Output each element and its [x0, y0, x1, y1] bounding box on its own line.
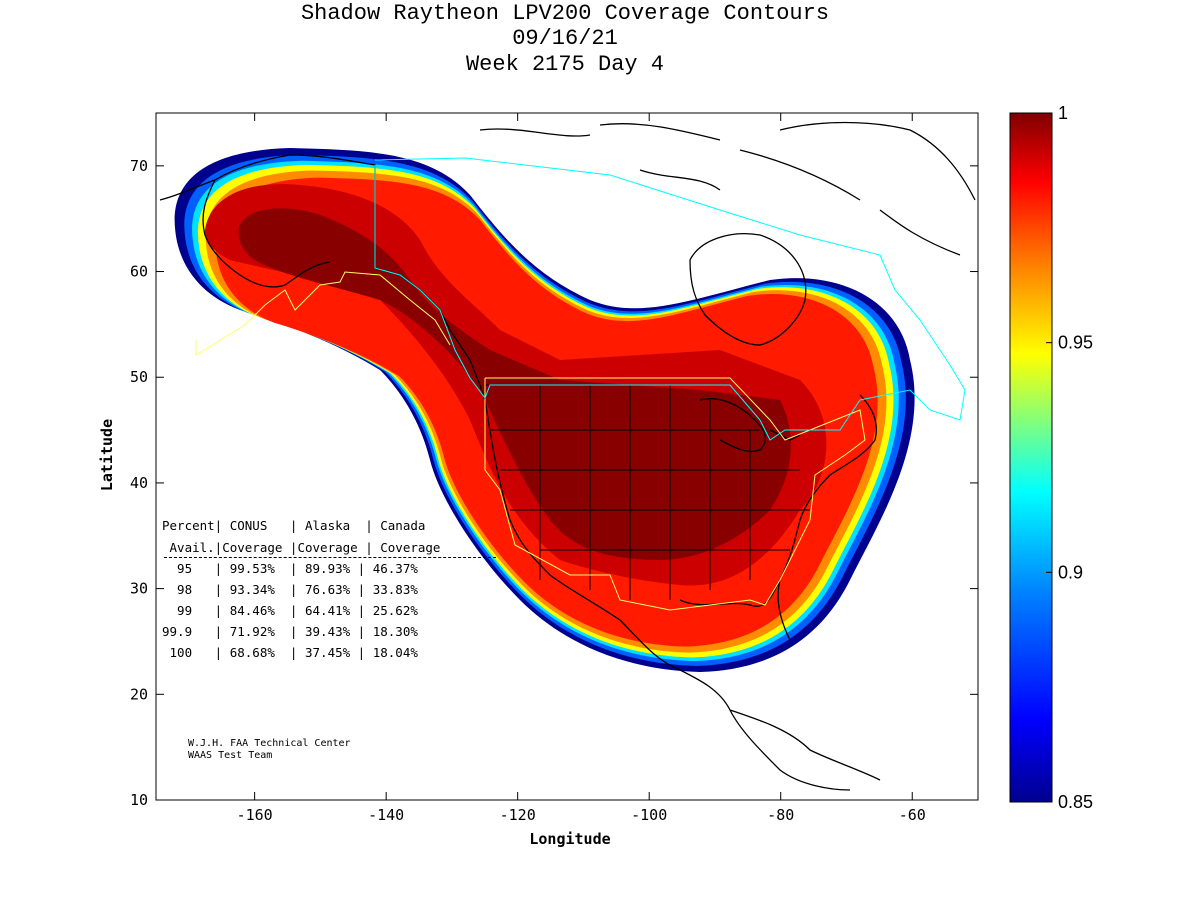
chart-date: 09/16/21 [512, 26, 618, 51]
table-header-1: Percent| CONUS | Alaska | Canada [162, 518, 426, 533]
table-row: 100 | 68.68% | 37.45% | 18.04% [162, 645, 418, 660]
x-tick-label: -100 [631, 806, 667, 824]
central-america [729, 709, 881, 781]
coverage-contours [174, 148, 915, 672]
table-row: 99.9 | 71.92% | 39.43% | 18.30% [162, 624, 418, 639]
y-tick-label: 10 [130, 791, 148, 809]
coverage-band-100 [238, 208, 791, 560]
y-axis: 70 60 50 40 30 20 10 [130, 157, 978, 809]
table-header-2: Avail.|Coverage |Coverage | Coverage [162, 540, 441, 555]
west-coast [484, 399, 851, 791]
great-lakes [699, 398, 801, 452]
coastlines [159, 121, 976, 791]
plot-frame [155, 112, 979, 801]
table-row: 99 | 84.46% | 64.41% | 25.62% [162, 603, 418, 618]
y-tick-label: 20 [130, 685, 148, 703]
table-row: 98 | 93.34% | 76.63% | 33.83% [162, 582, 418, 597]
colorbar-tick-label: 1 [1058, 103, 1068, 123]
greenland-coast [779, 121, 976, 201]
y-tick-label: 70 [130, 157, 148, 175]
colorbar [1009, 112, 1053, 803]
x-tick-label: -80 [767, 806, 794, 824]
x-axis-label: Longitude [529, 830, 610, 848]
y-axis-label: Latitude [98, 419, 116, 491]
colorbar-tick-label: 0.95 [1058, 333, 1093, 353]
colorbar-tick-label: 0.85 [1058, 792, 1093, 812]
colorbar-ticks: 1 0.95 0.9 0.85 [1046, 103, 1093, 812]
table-divider [164, 557, 496, 558]
credit-line-2: WAAS Test Team [188, 750, 273, 761]
x-tick-label: -160 [237, 806, 273, 824]
y-tick-label: 60 [130, 263, 148, 281]
y-tick-label: 50 [130, 368, 148, 386]
hudson-bay [689, 233, 807, 346]
y-tick-label: 40 [130, 474, 148, 492]
arctic-islands [479, 123, 961, 256]
conus-region-outline [484, 377, 866, 611]
x-tick-label: -140 [368, 806, 404, 824]
x-tick-label: -60 [899, 806, 926, 824]
east-coast [679, 394, 877, 641]
x-axis: -160 -140 -120 -100 -80 -60 [237, 113, 926, 824]
credit-line-1: W.J.H. FAA Technical Center [188, 738, 351, 749]
x-tick-label: -120 [500, 806, 536, 824]
colorbar-tick-label: 0.9 [1058, 562, 1083, 582]
table-row: 95 | 99.53% | 89.93% | 46.37% [162, 561, 418, 576]
region-outlines [195, 157, 966, 611]
canada-region-outline [374, 157, 966, 441]
chart-week-day: Week 2175 Day 4 [465, 52, 665, 77]
alaska-region-outline [195, 271, 451, 356]
chart-title: Shadow Raytheon LPV200 Coverage Contours [300, 1, 830, 26]
y-tick-label: 30 [130, 580, 148, 598]
